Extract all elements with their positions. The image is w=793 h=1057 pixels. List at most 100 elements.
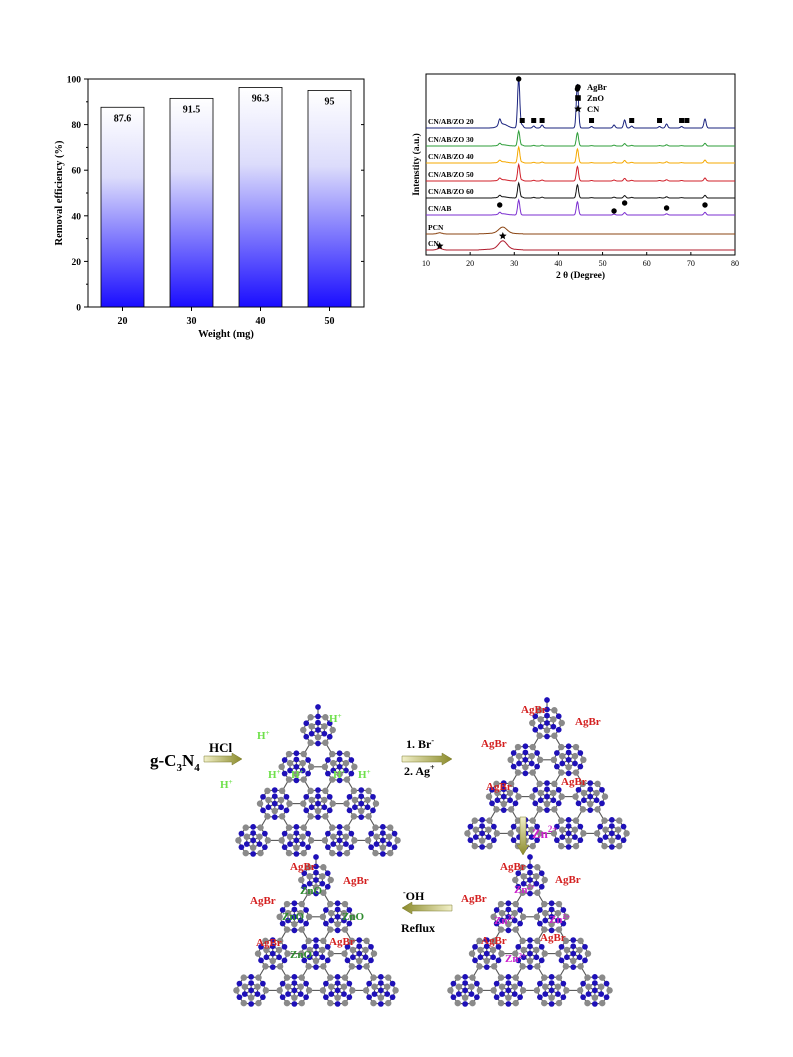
bond	[332, 758, 340, 764]
nitrogen-atom	[356, 937, 363, 943]
bond	[522, 892, 531, 895]
bond	[308, 865, 317, 868]
carbon-atom	[555, 974, 563, 981]
bond	[551, 989, 559, 995]
carbon-atom	[327, 926, 334, 933]
bond	[523, 945, 531, 951]
nitrogen-atom	[308, 804, 315, 811]
bond	[315, 953, 323, 958]
bond	[317, 733, 325, 738]
agbr-label: AgBr	[500, 861, 526, 873]
nitrogen-atom	[565, 756, 572, 763]
carbon-atom	[370, 950, 378, 957]
carbon-atom	[327, 950, 334, 957]
bond	[352, 949, 360, 955]
bond	[294, 916, 302, 921]
bond	[272, 956, 280, 962]
carbon-atom	[286, 833, 294, 840]
carbon-atom	[262, 937, 269, 945]
bond	[337, 993, 345, 999]
bond	[309, 953, 317, 958]
bond	[366, 960, 372, 967]
nitrogen-atom	[511, 917, 518, 924]
bond	[466, 826, 471, 834]
bond	[305, 736, 312, 744]
nitrogen-atom	[505, 927, 512, 934]
bond	[517, 771, 526, 774]
carbon-atom	[297, 983, 304, 990]
bond	[279, 916, 284, 924]
bond	[311, 803, 319, 808]
nitrogen-atom	[293, 824, 300, 830]
carbon-atom	[364, 796, 371, 804]
nitrogen-atom	[620, 837, 627, 844]
bond	[305, 790, 312, 798]
nitrogen-atom	[334, 980, 341, 986]
nitrogen-atom	[303, 980, 309, 987]
bond	[346, 803, 351, 811]
carbon-atom	[371, 983, 378, 990]
bond	[518, 829, 526, 834]
carbon-atom	[285, 824, 293, 831]
x-tick-label: 50	[325, 316, 335, 327]
bond	[339, 826, 348, 829]
bond	[337, 982, 345, 988]
bond	[517, 886, 524, 894]
carbon-atom	[283, 999, 291, 1007]
bond	[346, 796, 351, 804]
bond	[337, 976, 346, 979]
nitrogen-atom	[303, 733, 310, 740]
nitrogen-atom	[554, 823, 560, 830]
carbon-atom	[615, 826, 622, 833]
nitrogen-atom	[313, 890, 319, 897]
nitrogen-atom	[500, 786, 507, 793]
nitrogen-atom	[308, 730, 315, 737]
bond	[274, 803, 282, 808]
bond	[508, 982, 516, 988]
bond	[551, 976, 560, 979]
bond	[354, 795, 362, 801]
bond	[376, 843, 384, 849]
bond	[252, 836, 260, 841]
bond	[294, 993, 302, 999]
bond	[553, 729, 560, 737]
bond	[486, 945, 494, 951]
bond	[539, 782, 548, 785]
bond	[486, 956, 494, 962]
nitrogen-atom	[343, 841, 349, 847]
carbon-atom	[555, 926, 563, 933]
nitrogen-atom	[344, 943, 351, 950]
nitrogen-atom	[358, 814, 365, 820]
nitrogen-atom	[507, 797, 513, 804]
bond	[264, 833, 269, 841]
carbon-atom	[305, 937, 312, 945]
bond	[541, 953, 546, 961]
bond	[274, 815, 283, 818]
bond	[514, 789, 519, 797]
bond	[508, 976, 516, 979]
bond	[561, 819, 569, 822]
bond	[579, 983, 584, 991]
nitrogen-atom	[572, 760, 578, 767]
nitrogen-atom	[341, 991, 347, 997]
nitrogen-atom	[505, 913, 512, 920]
carbon-atom	[512, 876, 519, 884]
bond	[325, 742, 333, 754]
nitrogen-atom	[293, 837, 300, 844]
bond	[558, 796, 563, 804]
carbon-atom	[257, 824, 264, 831]
bond	[523, 872, 531, 877]
bond	[508, 993, 516, 999]
bond	[301, 977, 307, 984]
bond	[556, 839, 562, 847]
carbon-atom	[585, 983, 592, 990]
bond	[464, 989, 472, 995]
y-tick-label: 80	[72, 121, 82, 131]
bond	[287, 908, 295, 914]
carbon-atom	[235, 837, 242, 844]
carbon-atom	[362, 987, 370, 994]
nitrogen-atom	[368, 943, 374, 950]
bond	[561, 825, 569, 831]
nitrogen-atom	[305, 770, 311, 777]
